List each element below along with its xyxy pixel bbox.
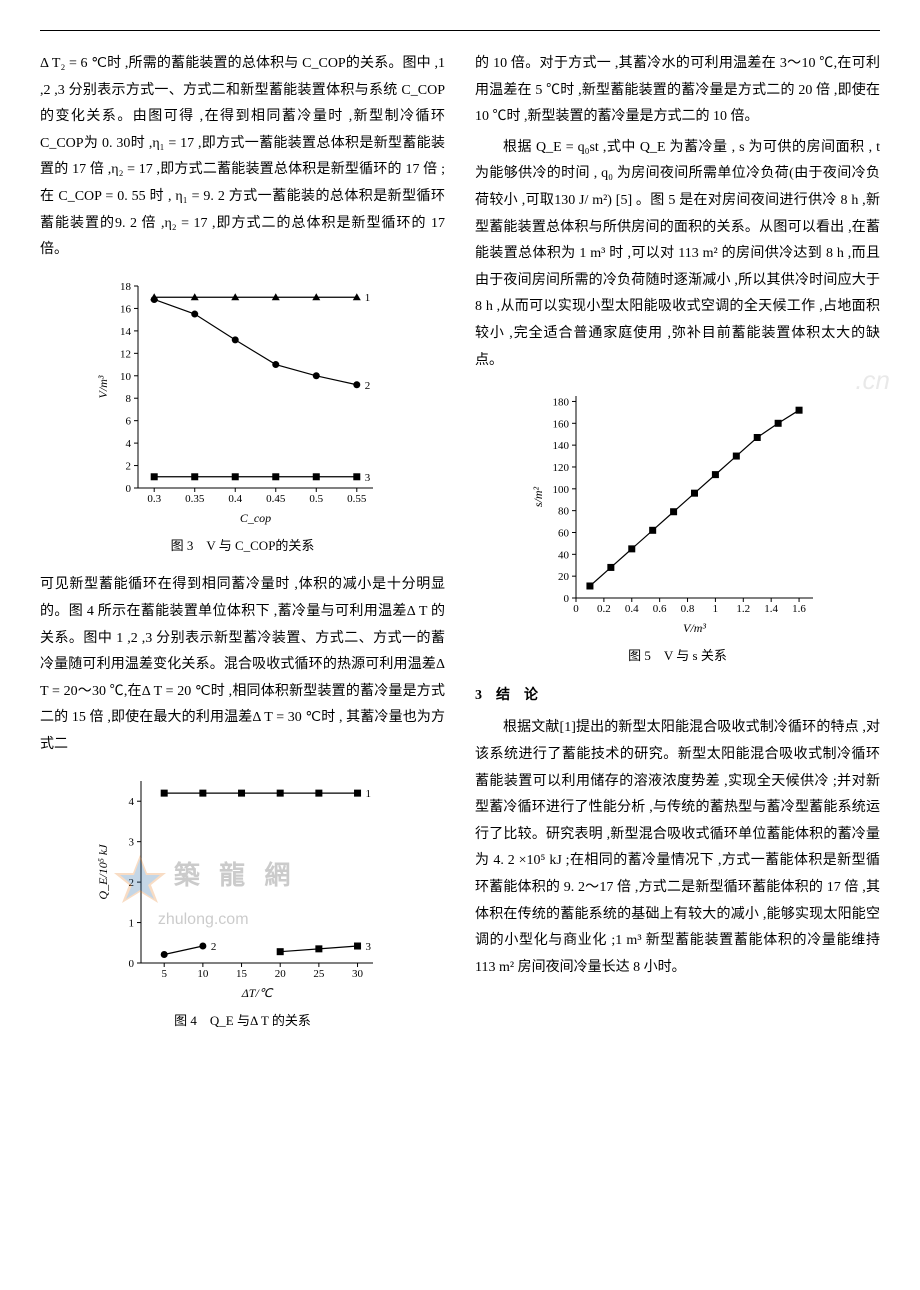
svg-text:20: 20 [558,571,570,583]
svg-text:Q_E/10⁵ kJ: Q_E/10⁵ kJ [96,843,110,899]
right-para-3: 根据文献[1]提出的新型太阳能混合吸收式制冷循环的特点 ,对该系统进行了蓄能技术… [475,715,880,981]
section-3-heading: 3 结 论 [475,683,880,710]
figure-5: .cn 00.20.40.60.811.21.41.60204060801001… [475,386,880,636]
figure-3-caption: 图 3 V 与 C_COP的关系 [40,534,445,559]
svg-text:0.3: 0.3 [147,493,161,505]
svg-text:1.6: 1.6 [792,603,806,615]
svg-text:1: 1 [365,788,371,800]
top-rule [40,30,880,31]
svg-text:C_cop: C_cop [239,511,270,525]
svg-text:80: 80 [558,506,570,518]
figure-3-svg: 0.30.350.40.450.50.55024681012141618C_co… [93,276,393,526]
svg-text:3: 3 [364,472,370,484]
svg-text:0.35: 0.35 [185,493,205,505]
svg-text:0: 0 [128,958,134,970]
svg-text:18: 18 [120,281,132,293]
two-column-layout: Δ T₂ = 6 ℃时 ,所需的蓄能装置的总体积与 C_COP的关系。图中 ,1… [40,51,880,1047]
figure-4: 5101520253001234ΔT/℃Q_E/10⁵ kJ123 築 龍 網 … [40,771,445,1001]
svg-text:2: 2 [210,941,216,953]
svg-text:12: 12 [120,348,131,360]
svg-text:0.8: 0.8 [680,603,694,615]
right-para-1: 的 10 倍。对于方式一 ,其蓄冷水的可利用温差在 3～10 ℃,在可利用温差在… [475,51,880,131]
svg-text:5: 5 [161,968,167,980]
figure-3: 0.30.350.40.450.50.55024681012141618C_co… [40,276,445,526]
svg-text:V/m³: V/m³ [96,375,110,398]
svg-text:0.55: 0.55 [347,493,367,505]
svg-text:10: 10 [120,371,132,383]
svg-text:20: 20 [274,968,286,980]
svg-text:8: 8 [125,393,131,405]
left-column: Δ T₂ = 6 ℃时 ,所需的蓄能装置的总体积与 C_COP的关系。图中 ,1… [40,51,445,1047]
right-column: 的 10 倍。对于方式一 ,其蓄冷水的可利用温差在 3～10 ℃,在可利用温差在… [475,51,880,1047]
svg-text:120: 120 [552,462,569,474]
svg-text:3: 3 [128,836,134,848]
svg-text:0.6: 0.6 [652,603,666,615]
svg-text:1: 1 [128,917,134,929]
svg-text:2: 2 [364,380,370,392]
svg-text:1: 1 [712,603,718,615]
svg-text:1.4: 1.4 [764,603,778,615]
svg-text:100: 100 [552,484,569,496]
figure-4-svg: 5 10 15 20 25 30 0 1 2 3 4 ΔT/℃ Q_E/10⁵ kJ 1 2 3 [93,771,393,1001]
svg-text:3: 3 [365,941,371,953]
figure-5-caption: 图 5 V 与 s 关系 [475,644,880,669]
svg-text:40: 40 [558,549,570,561]
svg-text:V/m³: V/m³ [683,621,706,635]
svg-text:s/m²: s/m² [531,487,545,508]
left-para-2: 可见新型蓄能循环在得到相同蓄冷量时 ,体积的减小是十分明显的。图 4 所示在蓄能… [40,572,445,758]
svg-text:60: 60 [558,528,570,540]
svg-text:10: 10 [197,968,209,980]
svg-text:2: 2 [125,460,131,472]
svg-text:4: 4 [128,796,134,808]
right-para-2: 根据 Q_E = q₀st ,式中 Q_E 为蓄冷量 , s 为可供的房间面积 … [475,135,880,374]
svg-text:180: 180 [552,397,569,409]
svg-text:0.5: 0.5 [309,493,323,505]
svg-text:0: 0 [125,483,131,495]
svg-text:0: 0 [573,603,579,615]
svg-text:160: 160 [552,418,569,430]
svg-text:1: 1 [364,292,370,304]
figure-5-svg: 0 0.2 0.4 0.6 0.8 1 1.2 1.4 1.6 0 20 40 60 80 100 120 14… [528,386,828,636]
svg-text:140: 140 [552,440,569,452]
svg-text:25: 25 [313,968,325,980]
svg-text:15: 15 [236,968,248,980]
svg-text:30: 30 [352,968,364,980]
svg-text:0: 0 [563,593,569,605]
svg-text:0.2: 0.2 [597,603,611,615]
svg-text:2: 2 [128,877,134,889]
svg-text:14: 14 [120,326,132,338]
svg-text:0.4: 0.4 [624,603,638,615]
svg-text:16: 16 [120,303,132,315]
svg-text:ΔT/℃: ΔT/℃ [240,986,273,1000]
svg-text:1.2: 1.2 [736,603,750,615]
svg-text:6: 6 [125,415,131,427]
left-para-1: Δ T₂ = 6 ℃时 ,所需的蓄能装置的总体积与 C_COP的关系。图中 ,1… [40,51,445,264]
svg-text:0.45: 0.45 [266,493,286,505]
figure-4-caption: 图 4 Q_E 与Δ T 的关系 [40,1009,445,1034]
svg-text:4: 4 [125,438,131,450]
svg-text:0.4: 0.4 [228,493,242,505]
